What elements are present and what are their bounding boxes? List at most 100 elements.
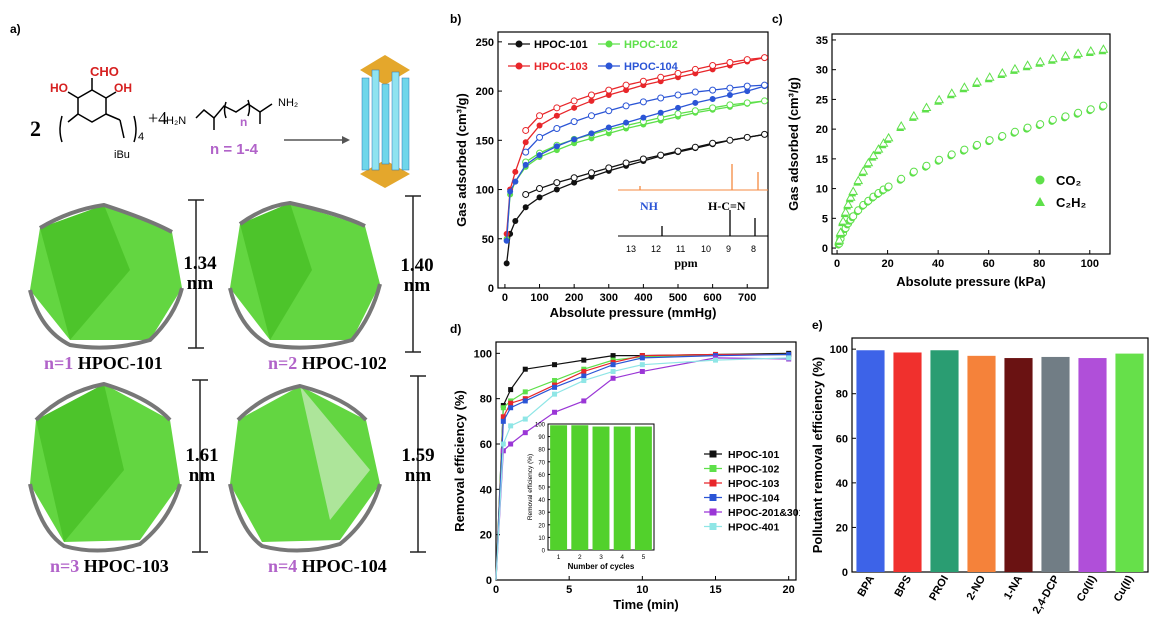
cage-size-2: 1.40 nm	[397, 256, 437, 296]
b-xtick-label-3: 300	[600, 292, 618, 304]
d-ytick-label-4: 80	[480, 394, 492, 406]
scheme-sub4: 4	[138, 131, 144, 143]
d-ytick-label-5: 100	[474, 348, 492, 360]
cage-size-3: 1.61 nm	[182, 446, 222, 486]
b-series-0-des-point-12	[674, 147, 682, 155]
c-ylabel: Gas adsorbed (cm³/g)	[786, 77, 801, 211]
d-series-0-point-6	[610, 353, 616, 359]
c-series-0-des-point-27	[1061, 112, 1070, 121]
c-ytick-label-1: 5	[822, 213, 828, 225]
cage-label-3-n: n=3	[50, 556, 80, 576]
c-series-1-des-point-27	[1060, 50, 1071, 60]
b-series-0-ads-point-4	[536, 194, 543, 201]
e-xtick-label-5: 2,4-DCP	[1031, 574, 1062, 617]
b-series-0-ads-point-3	[522, 204, 529, 211]
d-series-5-point-3	[522, 416, 528, 422]
cage-label-4-n: n=4	[268, 556, 298, 576]
e-bar-0	[856, 350, 885, 572]
e-bar-1	[893, 352, 922, 572]
c-ytick-label-0: 0	[822, 243, 828, 255]
b-series-3-des-point-15	[726, 84, 734, 92]
c-series-0-des-point-14	[897, 174, 906, 183]
cage-model-2	[228, 200, 382, 350]
b-series-1-des-point-12	[674, 110, 682, 118]
d-series-2-point-5	[581, 368, 587, 374]
e-ytick-label-1: 20	[836, 522, 848, 534]
b-inset-xlabel: ppm	[674, 256, 697, 270]
scheme-n: n	[240, 115, 247, 129]
d-inset-ytick-label-5: 50	[538, 486, 545, 492]
e-xtick-label-6: Co(II)	[1075, 573, 1100, 604]
b-series-0-des-point-9	[622, 159, 630, 167]
d-series-4-point-7	[639, 368, 645, 374]
e-xtick-label-4: 1-NA	[1002, 573, 1025, 601]
d-legend-marker-3	[709, 494, 717, 501]
scheme-coef: 2	[30, 116, 41, 141]
e-xtick-label-3: 2-NO	[965, 573, 989, 602]
d-series-3-point-7	[639, 355, 645, 361]
e-bar-3	[967, 355, 996, 572]
c-ytick-label-6: 30	[816, 65, 828, 77]
b-ytick-label-4: 200	[476, 86, 494, 98]
b-series-3-ads-point-2	[512, 178, 519, 185]
b-series-3-ads-point-0	[503, 237, 510, 244]
b-series-0-des-point-7	[587, 169, 595, 177]
e-ytick-label-2: 40	[836, 478, 848, 490]
b-series-2-des-point-5	[553, 104, 561, 112]
b-series-3-des-point-9	[622, 102, 630, 110]
d-inset-ytick-label-2: 20	[538, 523, 545, 529]
b-series-3-des-point-13	[691, 88, 699, 96]
d-series-3-point-3	[522, 398, 528, 404]
d-legend-label-4: HPOC-201&301	[728, 507, 800, 519]
d-ytick-label-2: 40	[480, 484, 492, 496]
c-series-1-des-point-25	[1035, 56, 1046, 66]
b-series-3-ads-point-16	[744, 88, 751, 95]
b-series-0-ads-point-5	[553, 186, 560, 193]
e-xtick-label-7: Cu(II)	[1112, 573, 1137, 604]
b-xtick-label-5: 500	[669, 292, 687, 304]
b-series-0-des-point-11	[657, 151, 665, 159]
cage-label-1-n: n=1	[44, 353, 74, 373]
c-series-0-des-point-16	[922, 161, 931, 170]
cage-model-4	[228, 383, 382, 553]
b-series-3-ads-point-4	[536, 152, 543, 159]
c-xtick-label-0: 0	[834, 258, 840, 270]
b-series-2-des-point-8	[605, 86, 613, 94]
d-inset-xtick-label-2: 3	[599, 554, 603, 561]
d-legend-marker-1	[709, 465, 717, 472]
panel-label-a: a)	[10, 22, 21, 36]
b-series-2-des-point-13	[691, 65, 699, 73]
c-series-1-des-point-19	[959, 82, 970, 91]
cage-size-3-value: 1.61	[185, 445, 219, 466]
panel-label-b: b)	[450, 12, 462, 26]
b-series-2-des-point-10	[639, 77, 647, 85]
b-series-0-des-point-14	[709, 139, 717, 147]
c-legend-marker-0	[1035, 175, 1045, 185]
d-series-5-point-8	[713, 357, 719, 363]
d-legend-label-0: HPOC-101	[728, 449, 780, 461]
b-series-0-des-point-5	[553, 179, 561, 187]
cage-size-1-unit: nm	[186, 273, 214, 294]
b-ytick-label-1: 50	[482, 234, 494, 246]
c-series-1-des-point-14	[896, 120, 907, 130]
c-series-1-des-point-11	[873, 144, 884, 153]
c-series-1-des-point-29	[1085, 46, 1096, 55]
d-xlabel: Time (min)	[613, 597, 679, 612]
c-series-1-des-point-8	[858, 166, 869, 175]
b-ytick-label-3: 150	[476, 135, 494, 147]
b-legend-marker-1	[605, 40, 613, 48]
d-legend-marker-5	[709, 523, 717, 530]
b-series-2-ads-point-9	[623, 87, 630, 94]
b-series-2-des-point-4	[536, 112, 544, 120]
d-series-5-point-6	[610, 368, 616, 374]
b-inset-hcn: H-C=N	[708, 199, 746, 213]
c-xtick-label-5: 100	[1081, 258, 1099, 270]
c-xtick-label-1: 20	[881, 258, 893, 270]
d-series-4-point-6	[610, 375, 616, 381]
cage-label-2: n=2 HPOC-102	[268, 353, 387, 374]
cage-label-3-name: HPOC-103	[83, 556, 169, 576]
e-ytick-label-3: 60	[836, 433, 848, 445]
b-inset-tick-5: 8	[751, 244, 756, 254]
b-series-3-ads-point-12	[675, 104, 681, 111]
b-inset-tick-1: 12	[651, 244, 661, 254]
